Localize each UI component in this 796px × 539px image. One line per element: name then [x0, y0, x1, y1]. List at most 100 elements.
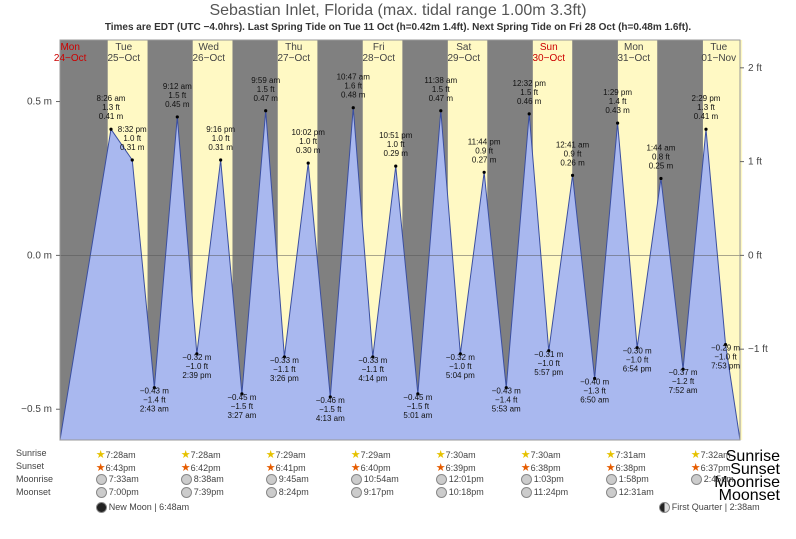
svg-text:12:41 am: 12:41 am: [556, 140, 590, 149]
astro-moonset-2: 8:24pm: [266, 487, 309, 498]
svg-text:−1.0 ft: −1.0 ft: [626, 356, 649, 365]
svg-text:0.26 m: 0.26 m: [560, 158, 585, 167]
svg-text:0.27 m: 0.27 m: [472, 155, 497, 164]
svg-text:31−Oct: 31−Oct: [617, 53, 650, 64]
svg-text:30−Oct: 30−Oct: [532, 53, 565, 64]
svg-text:−1.0 ft: −1.0 ft: [538, 359, 561, 368]
svg-text:11:38 am: 11:38 am: [424, 76, 457, 85]
svg-text:10:51 pm: 10:51 pm: [379, 131, 413, 140]
svg-text:4:13 am: 4:13 am: [316, 414, 345, 423]
astro-sunrise-2: ★7:29am: [266, 448, 306, 461]
svg-text:0.46 m: 0.46 m: [517, 97, 542, 106]
svg-text:−0.32 m: −0.32 m: [446, 353, 475, 362]
svg-text:−0.45 m: −0.45 m: [227, 393, 256, 402]
svg-text:−0.43 m: −0.43 m: [140, 387, 169, 396]
svg-text:1.0 ft: 1.0 ft: [299, 137, 318, 146]
astro-moonrise-6: 1:58pm: [606, 474, 649, 485]
astro-sunset-1: ★6:42pm: [181, 461, 221, 474]
astro-sunset-3: ★6:40pm: [351, 461, 391, 474]
astro-sunrise-1: ★7:28am: [181, 448, 221, 461]
svg-text:11:44 pm: 11:44 pm: [468, 137, 501, 146]
footer-label-moonset: Moonset: [16, 487, 51, 497]
svg-text:4:14 pm: 4:14 pm: [358, 374, 387, 383]
astro-sunset-2: ★6:41pm: [266, 461, 306, 474]
svg-text:2:29 pm: 2:29 pm: [692, 94, 721, 103]
svg-text:29−Oct: 29−Oct: [447, 53, 480, 64]
svg-text:1.5 ft: 1.5 ft: [168, 91, 187, 100]
svg-text:−1.3 ft: −1.3 ft: [583, 386, 606, 395]
svg-text:0.0 m: 0.0 m: [27, 250, 52, 261]
svg-text:Thu: Thu: [285, 42, 302, 53]
svg-text:0.43 m: 0.43 m: [605, 106, 630, 115]
astro-sunset-5: ★6:38pm: [521, 461, 561, 474]
svg-text:0.9 ft: 0.9 ft: [564, 149, 583, 158]
astro-sunset-0: ★6:43pm: [96, 461, 136, 474]
svg-text:−1.5 ft: −1.5 ft: [407, 402, 430, 411]
svg-text:9:16 pm: 9:16 pm: [206, 125, 235, 134]
svg-text:−0.37 m: −0.37 m: [668, 368, 697, 377]
svg-text:−0.45 m: −0.45 m: [403, 393, 432, 402]
tide-chart-container: Sebastian Inlet, Florida (max. tidal ran…: [0, 0, 796, 539]
svg-text:1.0 ft: 1.0 ft: [212, 134, 231, 143]
tide-plot-svg: 8:26 am1.3 ft0.41 m8:32 pm1.0 ft0.31 m−0…: [0, 0, 796, 460]
astro-moonset-4: 10:18pm: [436, 487, 484, 498]
svg-text:0.31 m: 0.31 m: [208, 143, 233, 152]
svg-text:0.31 m: 0.31 m: [120, 143, 145, 152]
astro-moonrise-0: 7:33am: [96, 474, 139, 485]
astro-moonrise-7: 2:45pm: [691, 474, 734, 485]
svg-text:25−Oct: 25−Oct: [107, 53, 140, 64]
svg-text:2 ft: 2 ft: [748, 63, 762, 74]
svg-text:1.5 ft: 1.5 ft: [432, 85, 451, 94]
svg-text:0.29 m: 0.29 m: [384, 149, 409, 158]
svg-text:0.8 ft: 0.8 ft: [652, 152, 671, 161]
svg-text:−0.33 m: −0.33 m: [358, 356, 387, 365]
svg-text:0.41 m: 0.41 m: [99, 112, 124, 121]
svg-text:1:44 am: 1:44 am: [646, 143, 675, 152]
svg-text:−0.46 m: −0.46 m: [316, 396, 345, 405]
svg-text:0.5 m: 0.5 m: [27, 97, 52, 108]
svg-text:8:32 pm: 8:32 pm: [118, 125, 147, 134]
svg-text:−1.0 ft: −1.0 ft: [186, 362, 209, 371]
svg-text:−0.30 m: −0.30 m: [623, 347, 652, 356]
svg-text:−1.2 ft: −1.2 ft: [672, 377, 695, 386]
svg-text:1.3 ft: 1.3 ft: [697, 103, 716, 112]
astro-sunrise-6: ★7:31am: [606, 448, 646, 461]
svg-text:−1.4 ft: −1.4 ft: [495, 396, 518, 405]
svg-text:0.45 m: 0.45 m: [165, 100, 190, 109]
svg-text:0.47 m: 0.47 m: [429, 94, 454, 103]
svg-text:3:27 am: 3:27 am: [227, 411, 256, 420]
svg-text:01−Nov: 01−Nov: [701, 53, 736, 64]
svg-text:6:54 pm: 6:54 pm: [623, 365, 652, 374]
svg-text:0.48 m: 0.48 m: [341, 91, 366, 100]
astro-moonrise-4: 12:01pm: [436, 474, 484, 485]
svg-text:1.3 ft: 1.3 ft: [102, 103, 121, 112]
svg-text:1.5 ft: 1.5 ft: [257, 85, 276, 94]
svg-text:5:53 am: 5:53 am: [492, 405, 521, 414]
svg-text:5:01 am: 5:01 am: [403, 411, 432, 420]
svg-text:12:32 pm: 12:32 pm: [513, 79, 547, 88]
svg-text:−1.4 ft: −1.4 ft: [143, 396, 166, 405]
svg-text:Sun: Sun: [540, 42, 558, 53]
svg-text:1.5 ft: 1.5 ft: [520, 88, 539, 97]
astro-moonrise-3: 10:54am: [351, 474, 399, 485]
svg-text:−1 ft: −1 ft: [748, 344, 768, 355]
svg-text:Sat: Sat: [456, 42, 471, 53]
astro-moonset-5: 11:24pm: [521, 487, 568, 498]
astro-sunrise-5: ★7:30am: [521, 448, 561, 461]
svg-text:−0.33 m: −0.33 m: [270, 356, 299, 365]
svg-text:−0.5 m: −0.5 m: [21, 404, 52, 415]
svg-text:0.25 m: 0.25 m: [649, 161, 674, 170]
svg-text:−1.1 ft: −1.1 ft: [273, 365, 296, 374]
astro-moonrise-2: 9:45am: [266, 474, 309, 485]
astro-sunrise-4: ★7:30am: [436, 448, 476, 461]
footer-label-moonrise: Moonrise: [16, 474, 53, 484]
svg-text:−0.40 m: −0.40 m: [580, 377, 609, 386]
svg-text:0.9 ft: 0.9 ft: [475, 146, 494, 155]
astro-moonrise-1: 8:38am: [181, 474, 224, 485]
svg-text:Tue: Tue: [115, 42, 132, 53]
svg-text:8:26 am: 8:26 am: [97, 94, 126, 103]
astro-sunset-7: ★6:37pm: [691, 461, 731, 474]
svg-text:28−Oct: 28−Oct: [362, 53, 395, 64]
svg-text:1.4 ft: 1.4 ft: [609, 97, 628, 106]
svg-text:1:29 pm: 1:29 pm: [603, 88, 632, 97]
